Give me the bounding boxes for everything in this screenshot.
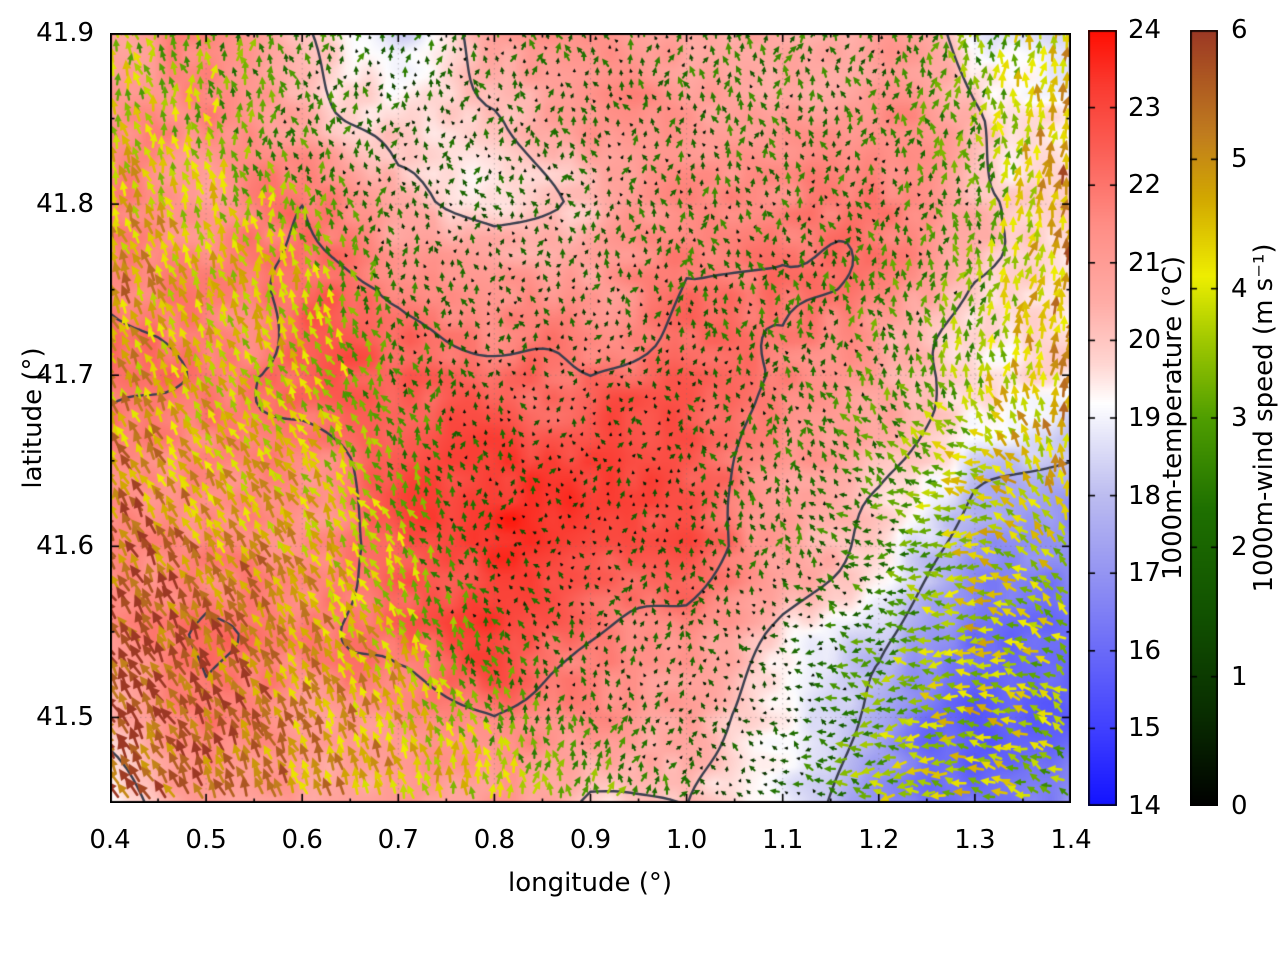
x-tick-label: 1.3 [954, 825, 996, 855]
temp-cbar-tick-label: 21 [1128, 247, 1162, 278]
temp-cbar-tick-label: 16 [1128, 635, 1162, 666]
temp-cbar-tick-label: 24 [1128, 15, 1162, 45]
x-tick-label: 0.9 [569, 825, 612, 855]
temp-cbar-tick-label: 23 [1128, 92, 1162, 123]
temp-cbar-tick-label: 14 [1128, 791, 1162, 821]
wind-cbar-tick-label: 5 [1231, 144, 1248, 175]
x-tick-label: 0.6 [281, 825, 323, 855]
wind-cbar-tick-label: 0 [1231, 791, 1248, 821]
temp-cbar-tick-label: 15 [1128, 713, 1162, 744]
y-tick-label: 41.6 [36, 531, 94, 562]
temp-cbar-tick-label: 22 [1128, 170, 1162, 201]
wind-colorbar-title: 1000m-wind speed (m s⁻¹) [1249, 243, 1279, 593]
y-tick-label: 41.7 [36, 360, 94, 391]
wind-cbar-tick-label: 2 [1231, 532, 1248, 563]
x-tick-label: 1.1 [762, 825, 804, 855]
wind-cbar-tick-label: 3 [1231, 403, 1248, 433]
x-tick-label: 0.5 [185, 825, 227, 855]
wind-cbar-tick-label: 1 [1231, 661, 1248, 692]
y-tick-label: 41.5 [36, 702, 94, 733]
temp-cbar-tick-label: 17 [1128, 558, 1162, 589]
y-axis-title: latitude (°) [18, 347, 48, 489]
plot-area [110, 33, 1071, 803]
y-tick-label: 41.9 [36, 18, 94, 48]
x-tick-label: 1.0 [665, 825, 708, 855]
temperature-colorbar-title: 1000m-temperature (°C) [1158, 255, 1188, 581]
wind-cbar-tick-label: 4 [1231, 273, 1248, 304]
x-tick-label: 0.4 [89, 825, 131, 855]
y-tick-label: 41.8 [36, 189, 94, 220]
x-tick-label: 1.4 [1050, 825, 1092, 855]
temp-cbar-tick-label: 19 [1128, 403, 1162, 433]
x-axis-title: longitude (°) [507, 868, 673, 898]
x-tick-label: 0.7 [377, 825, 419, 855]
wind-cbar-tick-label: 6 [1231, 15, 1248, 45]
temperature-colorbar [1088, 30, 1117, 806]
temp-cbar-tick-label: 20 [1128, 325, 1162, 356]
wind-colorbar [1190, 30, 1218, 806]
x-tick-label: 0.8 [473, 825, 516, 855]
x-tick-label: 1.2 [858, 825, 900, 855]
temp-cbar-tick-label: 18 [1128, 480, 1162, 511]
